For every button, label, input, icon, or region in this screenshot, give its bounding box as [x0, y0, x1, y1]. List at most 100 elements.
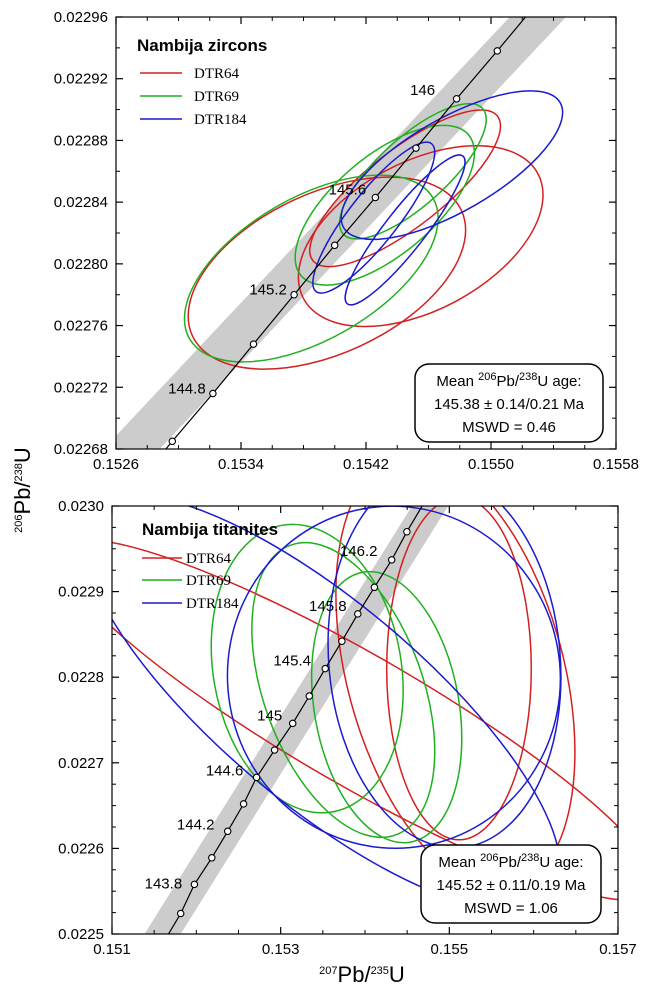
- concordia-age-label: 145.6: [329, 182, 367, 199]
- concordia-age-label: 145: [257, 707, 282, 724]
- error-ellipse-dtr69: [251, 541, 436, 839]
- band-polygon: [116, 17, 566, 449]
- x-tick-label: 0.157: [599, 941, 637, 958]
- axis-ticks: 0.1526 0.1534 0.1542 0.1550 0.1558 0.02268 0.0…: [54, 9, 639, 473]
- error-ellipse-dtr69: [338, 102, 487, 240]
- concordia-age-marker: [190, 880, 199, 889]
- x-tick-label: 0.1534: [218, 456, 264, 473]
- y-tick-label: 0.02292: [54, 71, 108, 88]
- concordia-age-marker: [249, 340, 258, 348]
- x-tick-label: 0.1550: [468, 456, 514, 473]
- y-tick-label: 0.0228: [58, 669, 104, 686]
- legend-label-dtr69: DTR69: [186, 573, 231, 589]
- error-ellipse-dtr69: [210, 523, 404, 814]
- error-ellipse-dtr64: [112, 539, 618, 901]
- concordia-age-marker: [305, 692, 314, 700]
- concordia-age-label: 146.2: [340, 543, 378, 560]
- error-ellipse-dtr69: [294, 124, 476, 286]
- y-axis-label: 206Pb/238U: [10, 447, 35, 533]
- chart-title: Nambija zircons: [137, 36, 267, 55]
- y-tick-label: 0.0226: [58, 840, 104, 857]
- age-labels: 143.8 144.2 144.6 145 145.4 145.8 146.2: [145, 543, 378, 893]
- mean-age-box-frame: [420, 844, 602, 924]
- legend: DTR64 DTR69 DTR184: [142, 551, 239, 612]
- legend-label-dtr184: DTR184: [194, 112, 247, 128]
- concordia-age-marker: [290, 290, 298, 299]
- concordia-age-marker: [239, 800, 248, 808]
- concordia-age-marker: [387, 556, 396, 564]
- legend-label-dtr64: DTR64: [194, 66, 240, 82]
- x-tick-label: 0.151: [93, 941, 131, 958]
- y-tick-label: 0.02288: [54, 132, 108, 149]
- error-ellipse-dtr69: [310, 570, 463, 844]
- y-tick-label: 0.02272: [54, 379, 108, 396]
- y-tick-label: 0.02296: [54, 9, 108, 26]
- concordia-age-marker: [330, 241, 339, 250]
- y-tick-label: 0.02276: [54, 318, 108, 335]
- y-tick-label: 0.0229: [58, 584, 104, 601]
- concordia-age-marker: [270, 746, 279, 754]
- concordia-age-label: 144.6: [206, 762, 244, 779]
- y-tick-label: 0.0230: [58, 498, 104, 515]
- axis-ticks: 0.151 0.153 0.155 0.157 0.0225 0.0226 0.0227 0.…: [58, 498, 637, 958]
- y-tick-label: 0.02280: [54, 256, 108, 273]
- concordia-age-marker: [176, 909, 185, 918]
- concordia-curve: [167, 506, 423, 934]
- y-tick-label: 0.02268: [54, 441, 108, 458]
- uncertainty-band: [116, 17, 566, 449]
- concordia-age-label: 144.2: [177, 816, 215, 833]
- concordia-age-label: 144.8: [168, 381, 206, 398]
- legend-label-dtr69: DTR69: [194, 89, 239, 105]
- concordia-age-marker: [223, 827, 232, 836]
- concordia-age-label: 143.8: [145, 875, 183, 892]
- error-ellipse-dtr64: [187, 176, 467, 370]
- error-ellipse-dtr184: [340, 90, 564, 241]
- chart-title: Nambija titanites: [142, 520, 278, 539]
- error-ellipse-dtr64: [385, 506, 533, 841]
- concordia-age-marker: [370, 583, 379, 592]
- mean-age-title: Mean 206Pb/238U age:: [438, 852, 583, 871]
- legend: DTR64 DTR69 DTR184: [140, 66, 247, 128]
- concordia-age-marker: [452, 95, 461, 103]
- concordia-age-label: 146: [410, 82, 435, 99]
- concordia-age-marker: [338, 637, 346, 645]
- x-tick-label: 0.1558: [593, 456, 639, 473]
- concordia-age-marker: [354, 610, 362, 618]
- mean-age-value: 145.52 ± 0.11/0.19 Ma: [437, 877, 587, 894]
- concordia-age-marker: [168, 437, 177, 446]
- concordia-curve: [165, 17, 527, 449]
- mean-age-title: Mean 206Pb/238U age:: [436, 371, 581, 390]
- concordia-age-marker: [288, 719, 297, 728]
- concordia-age-marker: [321, 664, 329, 673]
- y-tick-label: 0.0225: [58, 926, 104, 943]
- y-tick-label: 0.0227: [58, 755, 104, 772]
- mean-age-box: Mean 206Pb/238U age: 145.38 ± 0.14/0.21 …: [414, 363, 604, 443]
- mean-age-box-frame: [414, 363, 604, 443]
- x-tick-label: 0.1542: [343, 456, 389, 473]
- concordia-age-label: 145.2: [249, 282, 287, 299]
- x-axis-label: 207Pb/235U: [319, 962, 405, 987]
- concordia-age-marker: [209, 389, 217, 398]
- y-tick-label: 0.02284: [54, 194, 108, 211]
- mean-age-value: 145.38 ± 0.14/0.21 Ma: [434, 396, 585, 413]
- concordia-age-marker: [252, 773, 261, 782]
- error-ellipse-dtr184: [344, 154, 466, 306]
- legend-label-dtr184: DTR184: [186, 596, 239, 612]
- concordia-age-marker: [371, 193, 380, 202]
- concordia-age-marker: [412, 144, 420, 152]
- x-tick-label: 0.1526: [93, 456, 139, 473]
- concordia-age-label: 145.4: [273, 653, 311, 670]
- x-tick-label: 0.153: [262, 941, 300, 958]
- mean-age-mswd: MSWD = 0.46: [462, 419, 556, 436]
- age-labels: 144.8 145.2 145.6 146: [168, 82, 435, 398]
- mean-age-mswd: MSWD = 1.06: [464, 900, 558, 917]
- error-ellipse-dtr184: [226, 506, 562, 850]
- concordia-age-marker: [493, 47, 502, 55]
- x-tick-label: 0.155: [431, 941, 469, 958]
- legend-label-dtr64: DTR64: [186, 551, 232, 567]
- ellipse-group: [183, 90, 564, 370]
- error-ellipse-dtr64: [297, 144, 544, 328]
